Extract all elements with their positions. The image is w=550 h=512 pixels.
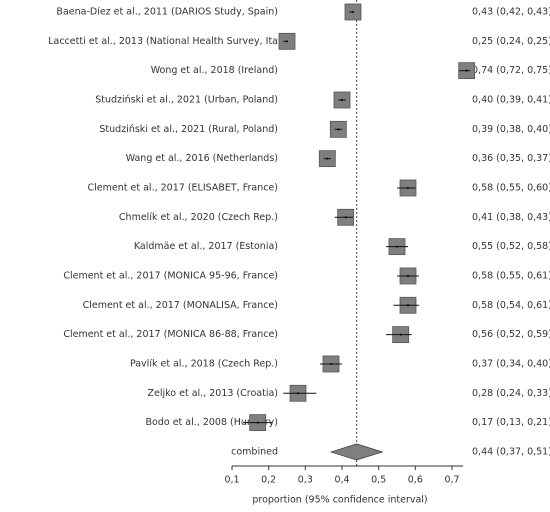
estimate-point (465, 69, 468, 72)
estimate-point (407, 274, 409, 277)
estimate-label: 0,58 (0,55, 0,61) (472, 270, 550, 281)
estimate-label: 0,37 (0,34, 0,40) (472, 358, 550, 369)
estimate-label: 0,25 (0,24, 0,25) (472, 36, 550, 47)
estimate-label: 0,41 (0,38, 0,43) (472, 212, 550, 223)
x-tick-label: 0,4 (334, 475, 349, 486)
estimate-point (399, 333, 402, 336)
study-label: Studziński et al., 2021 (Rural, Poland) (99, 124, 278, 135)
estimate-point (396, 245, 398, 248)
x-tick-label: 0,3 (298, 475, 313, 486)
estimate-point (330, 362, 332, 365)
estimate-label: 0,74 (0,72, 0,75) (472, 65, 550, 76)
estimate-label: 0,36 (0,35, 0,37) (472, 153, 550, 164)
x-tick-label: 0,1 (224, 475, 239, 486)
study-label: Kaldmäe et al., 2017 (Estonia) (134, 241, 278, 252)
study-label: Clement et al., 2017 (MONALISA, France) (83, 300, 278, 311)
estimate-point (352, 11, 354, 13)
study-label: combined (231, 446, 278, 457)
estimate-label: 0,39 (0,38, 0,40) (472, 124, 550, 135)
estimate-point (407, 186, 409, 189)
study-label: Clement et al., 2017 (MONICA 95-96, Fran… (63, 270, 278, 281)
estimate-point (256, 421, 259, 424)
study-label: Studziński et al., 2021 (Urban, Poland) (95, 94, 278, 105)
estimate-point (344, 216, 347, 219)
estimate-point (337, 128, 340, 131)
estimate-label: 0,43 (0,42, 0,43) (472, 7, 550, 18)
study-label: Wang et al., 2016 (Netherlands) (126, 153, 278, 164)
estimate-point (297, 392, 299, 395)
estimate-label: 0,58 (0,54, 0,61) (472, 300, 550, 311)
estimate-label: 0,17 (0,13, 0,21) (472, 417, 550, 428)
estimate-label: 0,58 (0,55, 0,60) (472, 182, 550, 193)
x-tick-label: 0,6 (408, 475, 423, 486)
estimate-label: 0,40 (0,39, 0,41) (472, 94, 550, 105)
estimate-label: 0,56 (0,52, 0,59) (472, 329, 550, 340)
study-label: Chmelík et al., 2020 (Czech Rep.) (119, 212, 278, 223)
study-label: Pavlík et al., 2018 (Czech Rep.) (130, 358, 278, 369)
estimate-label: 0,55 (0,52, 0,58) (472, 241, 550, 252)
estimate-point (341, 98, 343, 101)
x-axis-title: proportion (95% confidence interval) (252, 495, 427, 506)
x-tick-label: 0,7 (444, 475, 459, 486)
study-label: Laccetti et al., 2013 (National Health S… (48, 36, 278, 47)
estimate-point (286, 40, 288, 43)
study-label: Clement et al., 2017 (MONICA 86-88, Fran… (63, 329, 278, 340)
x-tick-label: 0,2 (261, 475, 276, 486)
study-label: Zeljko et al., 2013 (Croatia) (148, 388, 279, 399)
estimate-point (407, 304, 409, 307)
study-label: Baena-Díez et al., 2011 (DARIOS Study, S… (56, 7, 278, 18)
x-tick-label: 0,5 (371, 475, 386, 486)
estimate-label: 0,28 (0,24, 0,33) (472, 388, 550, 399)
study-label: Wong et al., 2018 (Ireland) (151, 65, 278, 76)
study-label: Bodo et al., 2008 (Hungary) (146, 417, 278, 428)
summary-diamond (329, 443, 384, 461)
estimate-label: 0,44 (0,37, 0,51) (472, 446, 550, 457)
estimate-point (326, 157, 329, 160)
study-label: Clement et al., 2017 (ELISABET, France) (88, 182, 278, 193)
